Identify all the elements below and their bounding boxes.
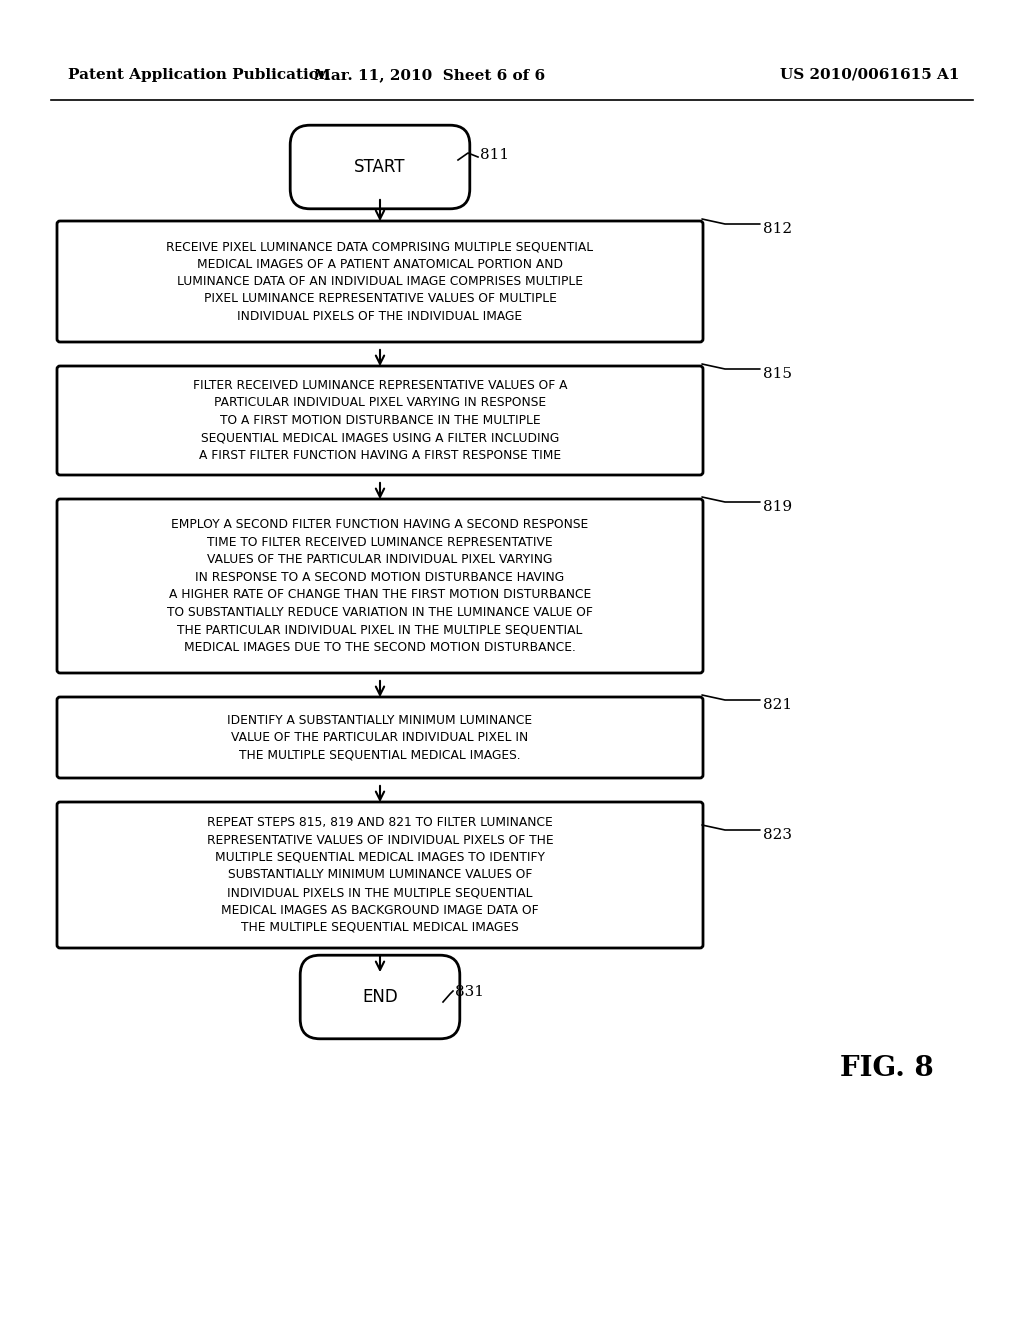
Text: IDENTIFY A SUBSTANTIALLY MINIMUM LUMINANCE
VALUE OF THE PARTICULAR INDIVIDUAL PI: IDENTIFY A SUBSTANTIALLY MINIMUM LUMINAN… <box>227 714 532 762</box>
Text: 811: 811 <box>480 148 509 162</box>
Text: 831: 831 <box>455 985 484 999</box>
FancyBboxPatch shape <box>57 366 703 475</box>
Text: FILTER RECEIVED LUMINANCE REPRESENTATIVE VALUES OF A
PARTICULAR INDIVIDUAL PIXEL: FILTER RECEIVED LUMINANCE REPRESENTATIVE… <box>193 379 567 462</box>
FancyBboxPatch shape <box>57 220 703 342</box>
Text: 812: 812 <box>763 222 793 236</box>
FancyBboxPatch shape <box>57 803 703 948</box>
Text: 821: 821 <box>763 698 793 711</box>
Text: 815: 815 <box>763 367 792 381</box>
Text: US 2010/0061615 A1: US 2010/0061615 A1 <box>780 69 961 82</box>
Text: Patent Application Publication: Patent Application Publication <box>68 69 330 82</box>
Text: 819: 819 <box>763 500 793 513</box>
Text: FIG. 8: FIG. 8 <box>840 1056 934 1082</box>
Text: 823: 823 <box>763 828 792 842</box>
FancyBboxPatch shape <box>57 697 703 777</box>
Text: RECEIVE PIXEL LUMINANCE DATA COMPRISING MULTIPLE SEQUENTIAL
MEDICAL IMAGES OF A : RECEIVE PIXEL LUMINANCE DATA COMPRISING … <box>167 240 594 323</box>
FancyBboxPatch shape <box>57 499 703 673</box>
FancyBboxPatch shape <box>290 125 470 209</box>
Text: Mar. 11, 2010  Sheet 6 of 6: Mar. 11, 2010 Sheet 6 of 6 <box>314 69 546 82</box>
Text: END: END <box>362 987 398 1006</box>
Text: START: START <box>354 158 406 176</box>
Text: REPEAT STEPS 815, 819 AND 821 TO FILTER LUMINANCE
REPRESENTATIVE VALUES OF INDIV: REPEAT STEPS 815, 819 AND 821 TO FILTER … <box>207 816 553 935</box>
FancyBboxPatch shape <box>300 956 460 1039</box>
Text: EMPLOY A SECOND FILTER FUNCTION HAVING A SECOND RESPONSE
TIME TO FILTER RECEIVED: EMPLOY A SECOND FILTER FUNCTION HAVING A… <box>167 519 593 653</box>
